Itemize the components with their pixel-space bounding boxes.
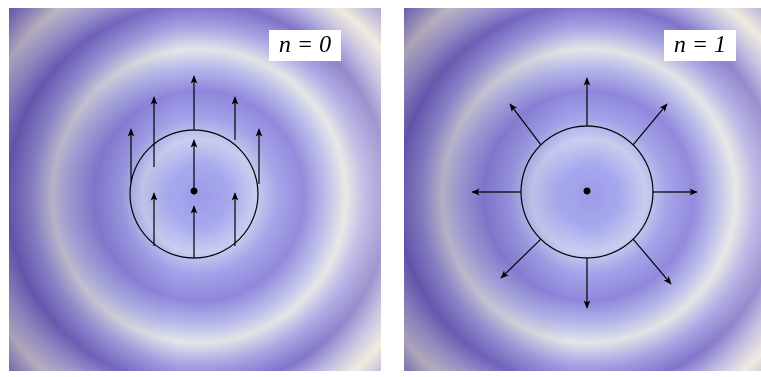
panel-label: n = 1	[664, 30, 736, 61]
wave-shading	[404, 8, 761, 371]
arrow	[632, 238, 672, 285]
arrow	[500, 238, 542, 279]
panel-n0: n = 0	[9, 8, 381, 371]
panel-n0-diagram	[9, 8, 381, 371]
arrow	[632, 103, 668, 146]
panel-n1-diagram	[404, 8, 761, 371]
center-dot	[583, 187, 591, 195]
panel-label: n = 0	[269, 30, 341, 61]
panel-n1: n = 1	[404, 8, 761, 371]
arrows	[127, 75, 263, 258]
arrow	[509, 103, 542, 146]
arrows	[471, 77, 698, 309]
